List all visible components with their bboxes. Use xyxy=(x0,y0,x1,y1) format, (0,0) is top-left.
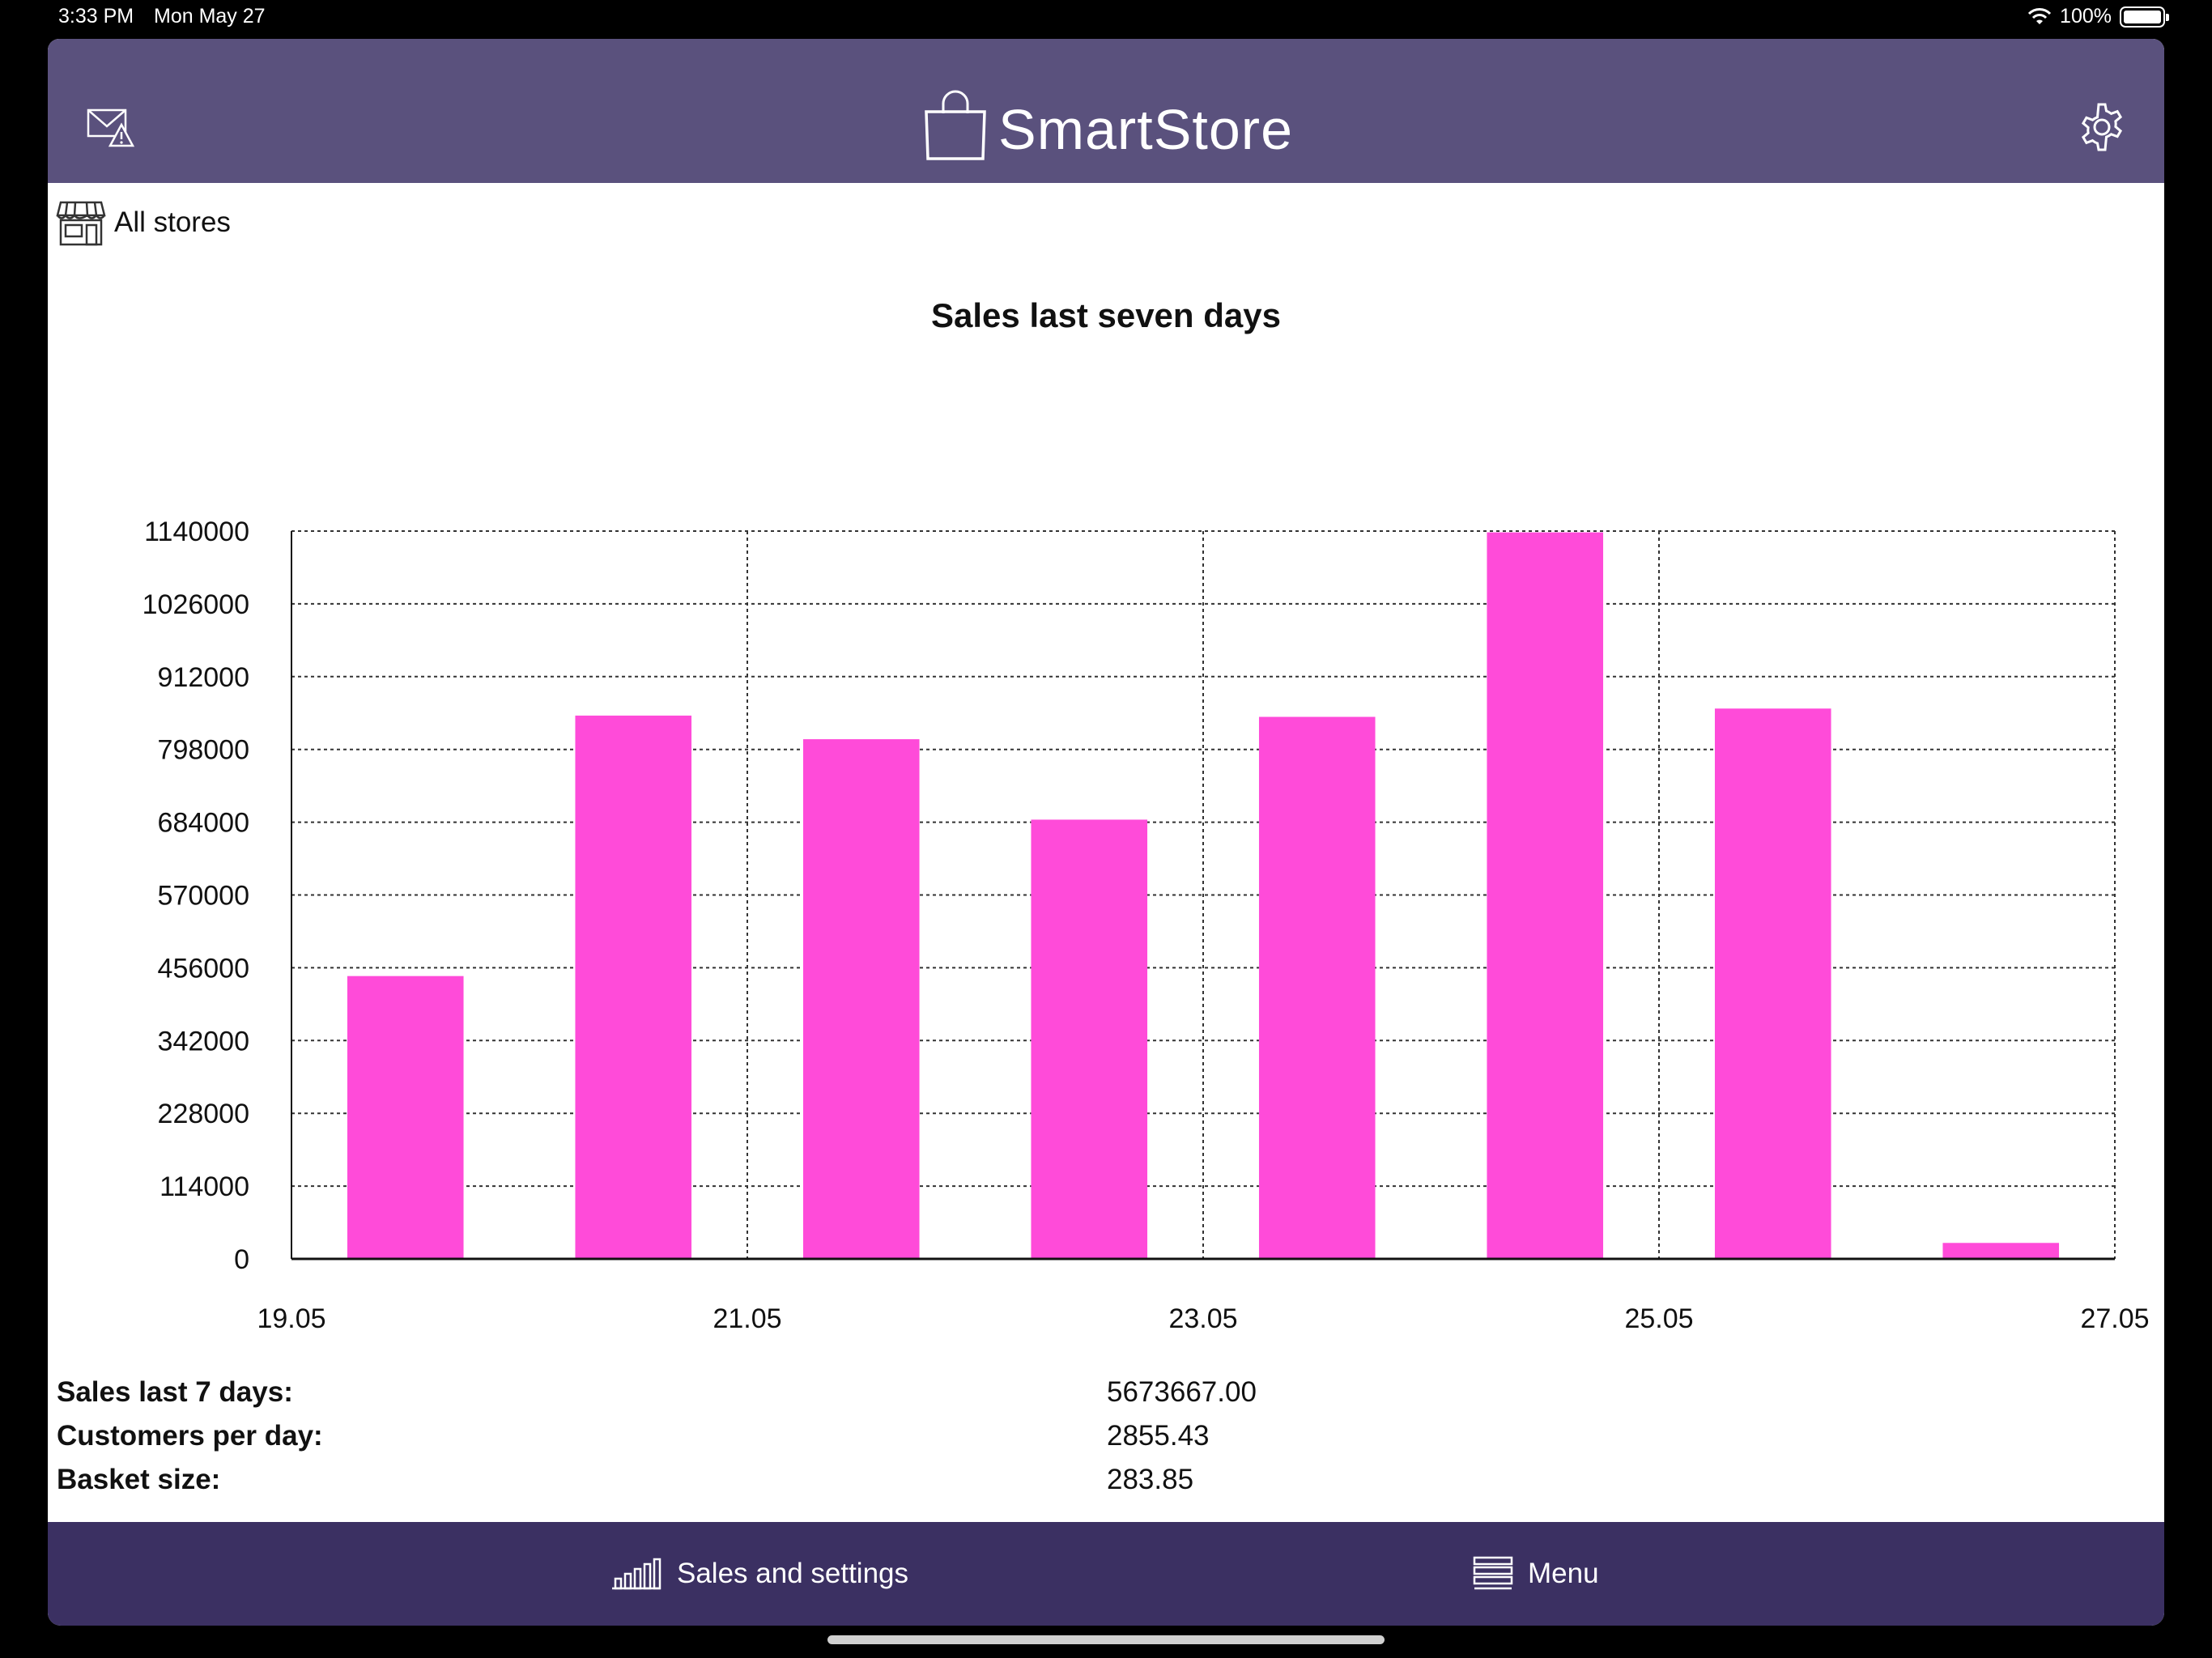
y-tick-label: 228000 xyxy=(158,1099,249,1129)
gear-icon xyxy=(2081,103,2123,151)
chart-title: Sales last seven days xyxy=(931,296,1281,334)
stat-row-sales: Sales last 7 days: 5673667.00 xyxy=(57,1376,2129,1420)
y-tick-label: 798000 xyxy=(158,735,249,766)
status-date: Mon May 27 xyxy=(154,5,266,28)
app-window: SmartStore All stores Sale xyxy=(48,39,2164,1626)
app-logo: SmartStore xyxy=(922,89,1293,162)
y-tick-label: 456000 xyxy=(158,953,249,984)
x-tick-label: 27.05 xyxy=(2080,1303,2149,1334)
tab-menu[interactable]: Menu xyxy=(1473,1522,1599,1626)
stat-label: Customers per day: xyxy=(57,1420,323,1452)
y-tick-label: 684000 xyxy=(158,808,249,839)
bar-21.05 xyxy=(802,739,920,1259)
bar-22.05 xyxy=(1031,819,1148,1259)
store-selector[interactable]: All stores xyxy=(56,199,231,246)
y-tick-label: 1140000 xyxy=(144,517,249,547)
status-right: 100% xyxy=(2027,5,2169,28)
store-label: All stores xyxy=(114,206,231,238)
bar-24.05 xyxy=(1487,532,1604,1259)
settings-button[interactable] xyxy=(2075,100,2129,154)
bar-chart-icon xyxy=(612,1558,661,1590)
x-tick-label: 23.05 xyxy=(1168,1303,1237,1334)
x-tick-label: 21.05 xyxy=(713,1303,781,1334)
stat-row-basket: Basket size: 283.85 xyxy=(57,1464,2129,1507)
status-time: 3:33 PM xyxy=(58,5,134,28)
y-tick-label: 1026000 xyxy=(143,589,249,620)
battery-icon xyxy=(2120,6,2169,28)
home-indicator xyxy=(827,1635,1385,1644)
sales-chart: 0 114000 228000 342000 456000 570000 684000 798… xyxy=(143,517,2150,1334)
battery-percent: 100% xyxy=(2060,5,2112,28)
y-tick-label: 912000 xyxy=(158,662,249,693)
tab-label: Menu xyxy=(1528,1558,1599,1589)
y-tick-label: 114000 xyxy=(160,1171,249,1202)
tab-bar: Sales and settings Menu xyxy=(48,1522,2164,1626)
app-name: SmartStore xyxy=(998,98,1293,161)
y-tick-label: 342000 xyxy=(158,1026,249,1056)
menu-icon xyxy=(1473,1556,1513,1590)
wifi-icon xyxy=(2027,7,2052,24)
mail-alert-icon xyxy=(87,108,134,147)
bar-20.05 xyxy=(575,715,692,1259)
x-tick-label: 19.05 xyxy=(257,1303,325,1334)
stat-label: Basket size: xyxy=(57,1464,221,1495)
stat-label: Sales last 7 days: xyxy=(57,1376,293,1408)
stat-row-customers: Customers per day: 2855.43 xyxy=(57,1420,2129,1464)
tab-label: Sales and settings xyxy=(677,1558,909,1589)
bar-23.05 xyxy=(1258,716,1376,1259)
bar-19.05 xyxy=(347,976,464,1259)
stats-table: Sales last 7 days: 5673667.00 Customers … xyxy=(57,1376,2129,1507)
shopping-bag-icon xyxy=(925,90,986,160)
stat-value: 5673667.00 xyxy=(1107,1376,1257,1408)
bar-25.05 xyxy=(1714,708,1831,1259)
mail-alert-button[interactable] xyxy=(83,100,137,154)
stat-value: 2855.43 xyxy=(1107,1420,1210,1452)
y-tick-label: 0 xyxy=(234,1244,249,1275)
header: SmartStore xyxy=(48,39,2164,183)
status-bar: 3:33 PM Mon May 27 100% xyxy=(0,0,2212,36)
tab-sales-and-settings[interactable]: Sales and settings xyxy=(610,1522,908,1626)
stat-value: 283.85 xyxy=(1107,1464,1194,1495)
bar-26.05 xyxy=(1942,1243,2060,1259)
x-tick-label: 25.05 xyxy=(1624,1303,1693,1334)
storefront-icon xyxy=(56,201,106,246)
y-tick-label: 570000 xyxy=(158,881,249,912)
